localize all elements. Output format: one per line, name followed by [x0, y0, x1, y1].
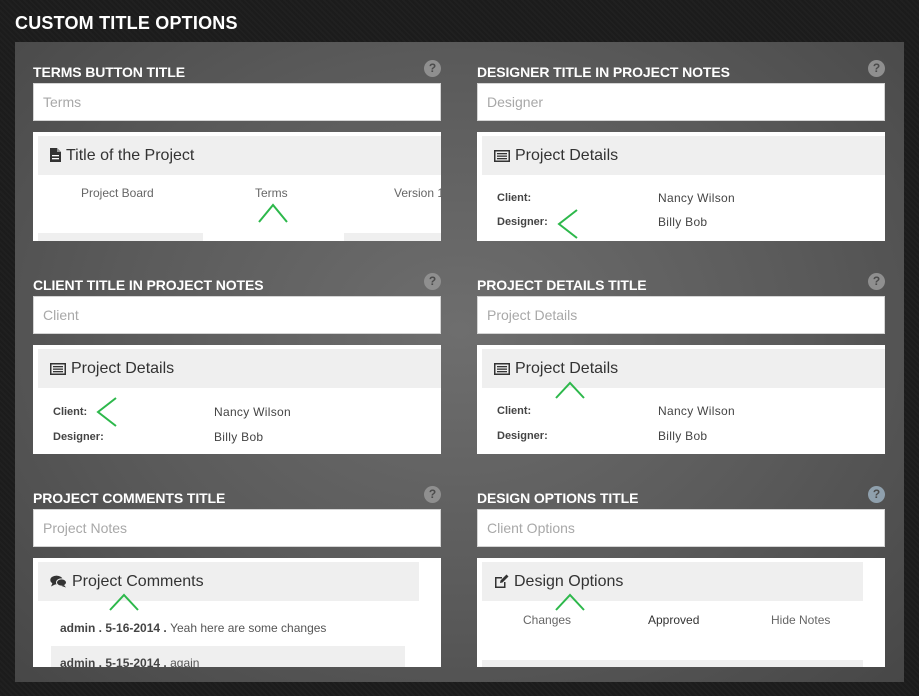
preview-heading: Project Details: [482, 349, 885, 388]
preview-heading: Title of the Project: [38, 136, 441, 175]
section-title: CLIENT TITLE IN PROJECT NOTES: [33, 277, 264, 293]
section-terms-button-title: TERMS BUTTON TITLE ? Terms Title of the …: [33, 60, 441, 244]
tab-stub: [344, 233, 441, 241]
preview-heading-text: Title of the Project: [66, 147, 195, 164]
help-icon[interactable]: ?: [424, 273, 441, 290]
section-project-comments-title: PROJECT COMMENTS TITLE ? Project Notes P…: [33, 486, 441, 670]
preview-heading-text: Design Options: [514, 573, 624, 590]
help-icon[interactable]: ?: [424, 60, 441, 77]
terms-title-input[interactable]: Terms: [33, 83, 441, 121]
tab-approved: Approved: [648, 613, 700, 627]
comment-text: again: [170, 656, 200, 667]
client-label: Client:: [497, 192, 532, 204]
tab-terms: Terms: [255, 186, 288, 200]
caret-up-icon: [258, 203, 288, 223]
client-value: Nancy Wilson: [658, 404, 735, 418]
list-card-icon: [494, 150, 510, 162]
caret-up-icon: [555, 381, 585, 399]
client-preview: Project Details Client: Nancy Wilson Des…: [33, 345, 441, 454]
client-value: Nancy Wilson: [658, 191, 735, 205]
design-options-preview: Design Options Changes Approved Hide Not…: [477, 558, 885, 667]
document-icon: [50, 148, 61, 162]
comments-icon: [50, 575, 67, 588]
client-value: Nancy Wilson: [214, 405, 291, 419]
project-comments-preview: Project Comments admin . 5-16-2014 . Yea…: [33, 558, 441, 667]
tab-changes: Changes: [523, 613, 572, 627]
preview-heading-text: Project Details: [515, 147, 619, 164]
section-title: DESIGN OPTIONS TITLE: [477, 490, 639, 506]
client-label: Client:: [497, 405, 532, 417]
caret-left-icon: [557, 209, 578, 239]
client-title-input[interactable]: Client: [33, 296, 441, 334]
design-options-title-input[interactable]: Client Options: [477, 509, 885, 547]
section-designer-title: DESIGNER TITLE IN PROJECT NOTES ? Design…: [477, 60, 885, 244]
preview-heading: Design Options: [482, 562, 863, 601]
tab-hide-notes: Hide Notes: [771, 613, 831, 627]
section-design-options-title: DESIGN OPTIONS TITLE ? Client Options De…: [477, 486, 885, 670]
tab-project-board: Project Board: [81, 186, 154, 200]
caret-up-icon: [109, 593, 139, 611]
section-title: DESIGNER TITLE IN PROJECT NOTES: [477, 64, 730, 80]
designer-value: Billy Bob: [658, 215, 708, 229]
help-icon[interactable]: ?: [868, 60, 885, 77]
comment-date: 5-16-2014: [105, 621, 161, 635]
designer-title-input[interactable]: Designer: [477, 83, 885, 121]
preview-heading-text: Project Details: [515, 360, 619, 377]
help-icon[interactable]: ?: [424, 486, 441, 503]
caret-up-icon: [555, 593, 585, 611]
page-title: CUSTOM TITLE OPTIONS: [15, 13, 238, 33]
preview-heading-text: Project Comments: [72, 573, 204, 590]
list-card-icon: [494, 363, 510, 375]
list-card-icon: [50, 363, 66, 375]
designer-label: Designer:: [53, 431, 104, 443]
section-title: PROJECT COMMENTS TITLE: [33, 490, 226, 506]
section-project-details-title: PROJECT DETAILS TITLE ? Project Details …: [477, 273, 885, 457]
terms-preview: Title of the Project Project Board Terms…: [33, 132, 441, 241]
tab-stub: [38, 233, 203, 241]
tab-stub: [482, 660, 863, 667]
comment-author: admin: [60, 656, 96, 667]
options-panel: TERMS BUTTON TITLE ? Terms Title of the …: [15, 42, 904, 682]
client-label: Client:: [53, 406, 88, 418]
designer-preview: Project Details Client: Nancy Wilson Des…: [477, 132, 885, 241]
help-icon[interactable]: ?: [868, 273, 885, 290]
designer-value: Billy Bob: [658, 429, 708, 443]
tab-version: Version 1: [394, 186, 441, 200]
edit-icon: [495, 574, 509, 588]
caret-left-icon: [96, 397, 117, 427]
preview-heading: Project Comments: [38, 562, 419, 601]
comment-item: admin . 5-16-2014 . Yeah here are some c…: [60, 621, 327, 635]
comment-item-bg: [51, 646, 405, 667]
section-title: PROJECT DETAILS TITLE: [477, 277, 647, 293]
section-client-title: CLIENT TITLE IN PROJECT NOTES ? Client P…: [33, 273, 441, 457]
comment-date: 5-15-2014: [105, 656, 161, 667]
section-title: TERMS BUTTON TITLE: [33, 64, 185, 80]
comment-item: admin . 5-15-2014 . again: [60, 656, 199, 667]
comment-author: admin: [60, 621, 96, 635]
help-icon[interactable]: ?: [868, 486, 885, 503]
designer-label: Designer:: [497, 216, 548, 228]
preview-heading: Project Details: [482, 136, 885, 175]
designer-value: Billy Bob: [214, 430, 264, 444]
project-comments-title-input[interactable]: Project Notes: [33, 509, 441, 547]
preview-heading-text: Project Details: [71, 360, 175, 377]
project-details-title-input[interactable]: Project Details: [477, 296, 885, 334]
designer-label: Designer:: [497, 430, 548, 442]
project-details-preview: Project Details Client: Nancy Wilson Des…: [477, 345, 885, 454]
comment-text: Yeah here are some changes: [170, 621, 327, 635]
preview-heading: Project Details: [38, 349, 441, 388]
